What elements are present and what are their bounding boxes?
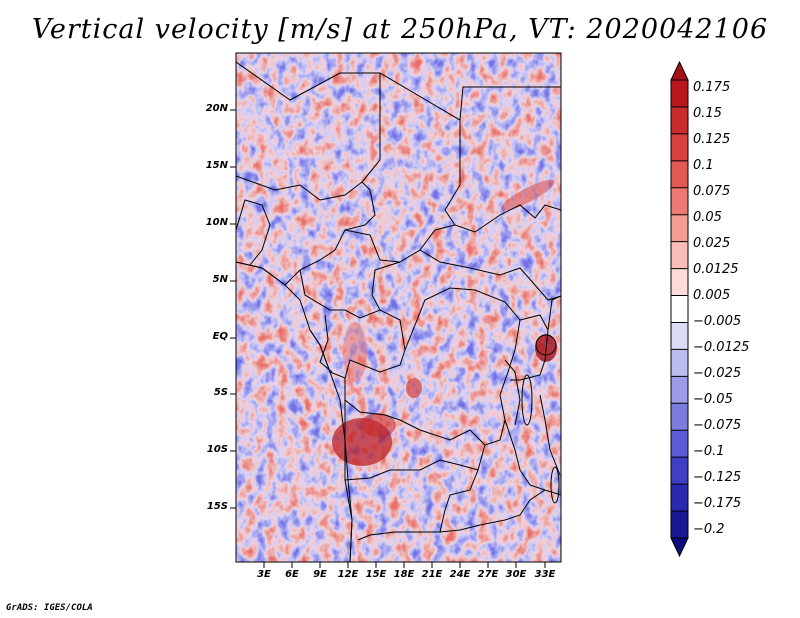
lon-label-3e: 3E <box>257 569 271 580</box>
lon-label-18e: 18E <box>393 569 415 580</box>
colorbar-label: 0.05 <box>693 210 722 225</box>
colorbar-segment <box>671 349 688 377</box>
lat-label-10n: 10N <box>205 217 228 228</box>
updraft-band <box>501 179 555 211</box>
lat-label-15s: 15S <box>206 501 228 512</box>
colorbar-segment <box>671 241 688 269</box>
lat-label-eq: EQ <box>212 331 228 342</box>
colorbar-label: 0.025 <box>693 236 731 251</box>
lake-victoria <box>535 334 557 356</box>
lon-label-21e: 21E <box>421 569 443 580</box>
lon-label-9e: 9E <box>313 569 327 580</box>
lat-label-5s: 5S <box>213 387 228 398</box>
colorbar-segment <box>671 511 688 538</box>
colorbar-segment <box>671 457 688 485</box>
lon-label-15e: 15E <box>365 569 387 580</box>
map-frame <box>235 52 562 563</box>
lon-label-12e: 12E <box>337 569 359 580</box>
colorbar-segment <box>671 187 688 215</box>
lat-label-20n: 20N <box>205 103 228 114</box>
map-title: Vertical velocity [m/s] at 250hPa, VT: 2… <box>31 14 769 45</box>
colorbar-label: −0.05 <box>693 392 733 407</box>
colorbar-label: 0.1 <box>693 158 714 173</box>
grads-credit: GrADS: IGES/COLA <box>6 603 93 613</box>
lake-malawi <box>550 466 560 504</box>
colorbar-label: 0.075 <box>693 184 731 199</box>
lat-label-10s: 10S <box>206 444 228 455</box>
lat-label-5n: 5N <box>212 274 228 285</box>
strong-updraft-patch <box>406 378 422 398</box>
lon-label-27e: 27E <box>477 569 499 580</box>
colorbar-label: 0.005 <box>693 288 731 303</box>
colorbar-label: 0.175 <box>693 80 731 95</box>
lon-label-33e: 33E <box>534 569 556 580</box>
colorbar-outline <box>670 79 689 539</box>
colorbar-label: −0.005 <box>693 314 742 329</box>
colorbar-top-arrow <box>670 60 689 81</box>
colorbar-segment <box>671 106 688 134</box>
coastline <box>236 261 353 562</box>
colorbar-segment <box>671 322 688 350</box>
colorbar-segment <box>671 430 688 458</box>
lat-label-15n: 15N <box>205 160 228 171</box>
colorbar-label: 0.0125 <box>693 262 739 277</box>
velocity-field <box>236 53 561 562</box>
colorbar-label: −0.125 <box>693 470 742 485</box>
lon-label-24e: 24E <box>449 569 471 580</box>
colorbar-label: 0.15 <box>693 106 722 121</box>
strong-updraft-patch <box>360 413 396 437</box>
colorbar-label: −0.2 <box>693 522 725 537</box>
lake-tanganyika <box>521 374 533 426</box>
colorbar <box>670 60 689 558</box>
colorbar-segment <box>671 268 688 296</box>
colorbar-segment <box>671 160 688 188</box>
colorbar-label: −0.0125 <box>693 340 750 355</box>
colorbar-segment <box>671 295 688 323</box>
colorbar-bottom-arrow <box>670 537 689 558</box>
colorbar-segment <box>671 484 688 512</box>
colorbar-segment <box>671 403 688 431</box>
colorbar-label: 0.125 <box>693 132 731 147</box>
latitude-ticks <box>230 109 236 509</box>
lon-label-30e: 30E <box>505 569 527 580</box>
colorbar-label: −0.1 <box>693 444 725 459</box>
colorbar-segment <box>671 133 688 161</box>
colorbar-label: −0.175 <box>693 496 742 511</box>
updraft-band <box>343 322 367 382</box>
colorbar-label: −0.075 <box>693 418 742 433</box>
lon-label-6e: 6E <box>285 569 299 580</box>
colorbar-segment <box>671 80 688 107</box>
colorbar-label: −0.025 <box>693 366 742 381</box>
colorbar-segment <box>671 376 688 404</box>
colorbar-segment <box>671 214 688 242</box>
longitude-ticks <box>263 562 546 568</box>
country-borders <box>236 61 561 562</box>
